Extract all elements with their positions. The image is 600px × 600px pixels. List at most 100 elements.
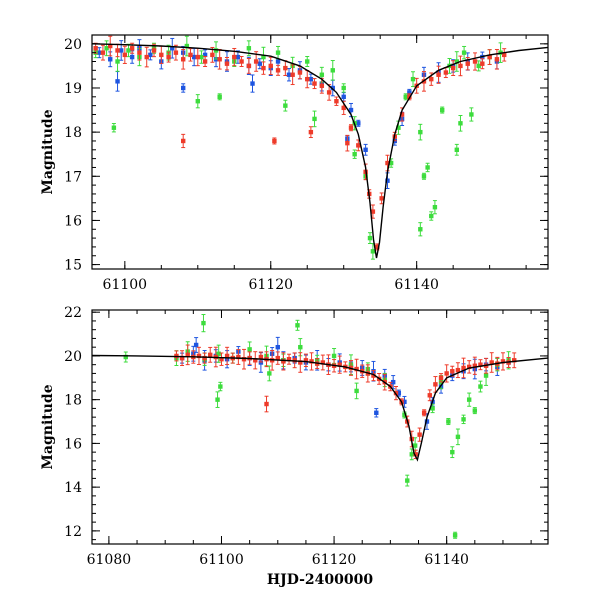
data-point <box>352 152 357 157</box>
data-point <box>421 174 427 179</box>
data-point <box>181 85 186 91</box>
data-point <box>201 320 206 326</box>
data-point <box>354 366 359 372</box>
data-point <box>217 57 222 62</box>
data-point <box>219 357 224 362</box>
data-point <box>275 355 280 361</box>
data-point <box>93 46 98 51</box>
x-tick-label: 61140 <box>424 552 469 568</box>
data-point <box>290 72 295 77</box>
data-point <box>151 48 157 53</box>
data-point <box>216 351 221 356</box>
data-point <box>108 43 113 49</box>
data-point <box>166 54 171 60</box>
data-point <box>261 65 266 71</box>
data-point <box>104 46 109 51</box>
data-point <box>348 107 354 113</box>
data-point <box>348 125 354 130</box>
data-point <box>334 99 339 104</box>
data-point <box>185 352 190 358</box>
data-point <box>430 406 435 411</box>
bottom-axis-ticks: 12 14 16 18 20 22 61080 61100 61120 61140 <box>64 305 548 568</box>
data-point <box>267 371 272 376</box>
data-point <box>97 50 102 55</box>
data-point <box>429 213 434 219</box>
x-axis-label: HJD-2400000 <box>267 572 374 588</box>
data-point <box>283 65 288 71</box>
y-tick-label: 17 <box>64 169 82 185</box>
data-point <box>115 48 120 53</box>
data-point <box>261 54 266 60</box>
data-point <box>466 364 472 370</box>
data-point <box>213 48 219 53</box>
top-plot-frame <box>91 34 549 270</box>
data-point <box>512 358 517 363</box>
data-point <box>305 59 310 64</box>
data-point <box>487 54 492 60</box>
top-light-curve-panel: 15 16 17 18 19 20 61100 61120 61140 Magnitude <box>40 34 549 293</box>
data-point <box>246 46 252 51</box>
top-y-axis-label: Magnitude <box>40 109 56 194</box>
data-point <box>455 367 461 373</box>
data-point <box>129 54 135 60</box>
data-point <box>283 103 288 108</box>
model-curve <box>92 354 548 462</box>
data-point <box>500 359 506 364</box>
data-point <box>210 52 215 58</box>
data-point <box>396 390 402 396</box>
y-tick-label: 20 <box>64 349 82 365</box>
y-tick-label: 14 <box>64 480 82 496</box>
plot-clip-group <box>92 35 548 260</box>
bottom-plot-frame <box>91 309 549 545</box>
y-tick-label: 18 <box>64 125 82 141</box>
data-point <box>418 129 423 135</box>
data-point <box>461 50 467 55</box>
data-point <box>476 63 481 69</box>
data-point <box>286 357 292 362</box>
data-point <box>345 140 350 146</box>
data-point <box>489 360 494 365</box>
top-axis-ticks: 15 16 17 18 19 20 61100 61120 61140 <box>64 34 548 293</box>
data-point <box>111 125 117 130</box>
x-tick-label: 61120 <box>248 277 293 293</box>
bottom-plot-area <box>92 314 548 539</box>
data-point <box>472 59 478 64</box>
data-point <box>466 397 472 402</box>
green-telescope-series <box>123 314 511 539</box>
data-point <box>199 54 204 60</box>
data-point <box>217 94 222 100</box>
data-point <box>247 347 252 352</box>
data-point <box>268 63 273 69</box>
data-point <box>319 83 325 88</box>
data-point <box>410 76 416 82</box>
data-point <box>258 354 264 360</box>
data-point <box>403 94 408 100</box>
data-point <box>450 369 455 374</box>
data-point <box>118 48 124 53</box>
data-point <box>432 204 438 210</box>
data-point <box>330 68 335 73</box>
data-point <box>465 61 470 66</box>
data-point <box>356 121 361 126</box>
data-point <box>193 342 199 348</box>
data-point <box>208 352 213 358</box>
data-point <box>195 99 200 104</box>
x-tick-label: 61120 <box>312 552 357 568</box>
data-point <box>181 138 186 144</box>
y-tick-label: 18 <box>64 393 82 409</box>
data-point <box>370 249 376 254</box>
data-point <box>275 344 280 350</box>
data-point <box>100 50 106 55</box>
red-telescope-series <box>93 35 507 251</box>
data-point <box>375 244 380 250</box>
data-point <box>297 70 303 75</box>
data-point <box>356 143 361 148</box>
data-point <box>385 160 390 166</box>
y-tick-label: 20 <box>64 37 82 53</box>
data-point <box>385 178 390 183</box>
data-point <box>399 112 405 117</box>
data-point <box>483 373 489 378</box>
data-point <box>312 116 317 122</box>
data-point <box>402 412 407 418</box>
